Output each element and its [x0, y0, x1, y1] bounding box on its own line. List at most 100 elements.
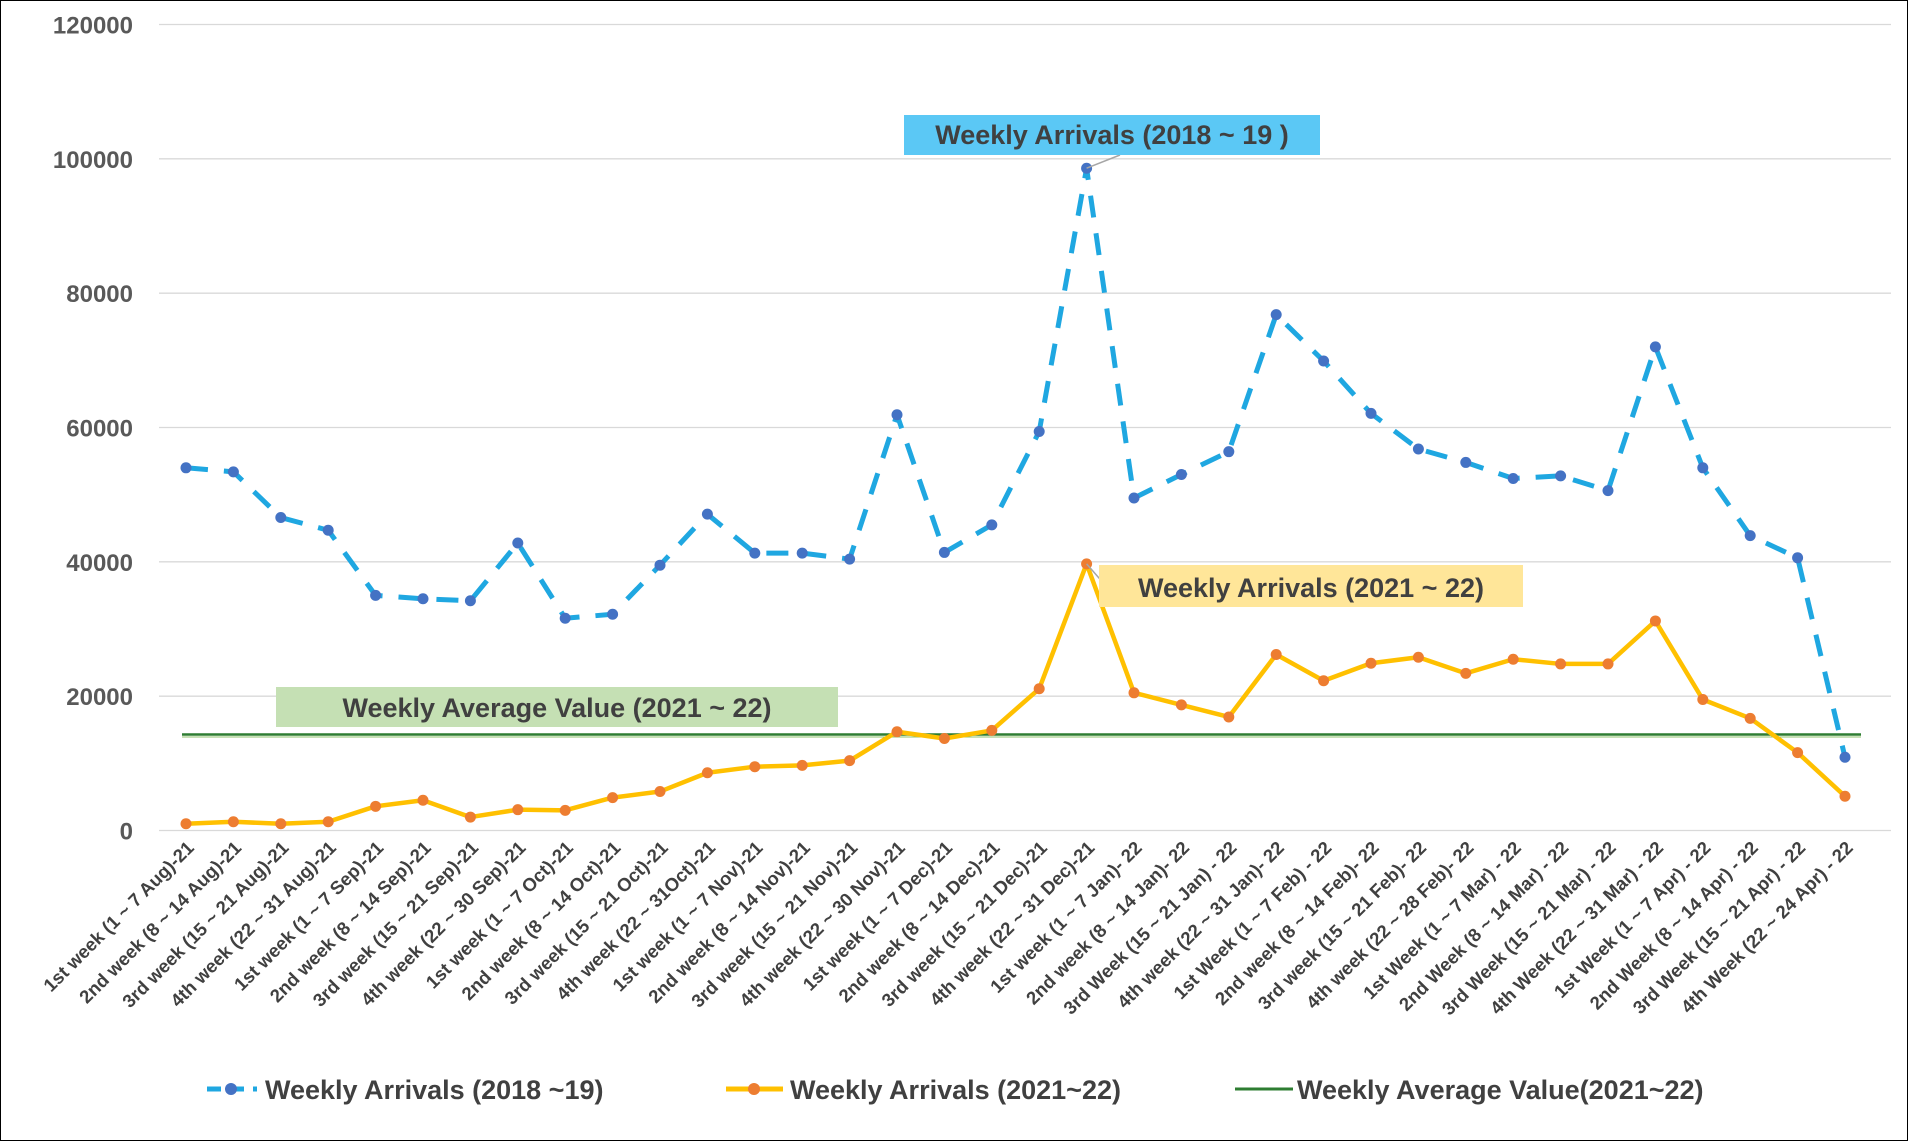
data-point-2021-22: [1128, 687, 1140, 699]
data-point-2018-19: [417, 593, 429, 605]
data-point-2018-19: [749, 547, 761, 559]
series-line-2021-22: [185, 561, 1847, 827]
data-point-2018-19: [1175, 469, 1187, 481]
data-point-2021-22: [417, 794, 429, 806]
data-point-2021-22: [322, 816, 334, 828]
callout-arrivals-2018-19: Weekly Arrivals (2018 ~ 19 ): [904, 115, 1320, 169]
data-point-2018-19: [370, 589, 382, 601]
legend: Weekly Arrivals (2018 ~19) Weekly Arriva…: [207, 1075, 1704, 1105]
data-point-2021-22: [938, 732, 950, 744]
legend-item-2021-22: Weekly Arrivals (2021~22): [726, 1075, 1121, 1105]
data-point-2021-22: [1460, 667, 1472, 679]
gridlines: [159, 23, 1891, 697]
data-point-2018-19: [1412, 443, 1424, 455]
data-point-2018-19: [1555, 470, 1567, 482]
data-point-2021-22: [275, 818, 287, 830]
data-point-2018-19: [1365, 407, 1377, 419]
data-point-2021-22: [607, 792, 619, 804]
data-point-2018-19: [1744, 530, 1756, 542]
data-point-2021-22: [1223, 711, 1235, 723]
callout-text-2018-19: Weekly Arrivals (2018 ~ 19 ): [935, 120, 1288, 150]
data-point-2018-19: [654, 559, 666, 571]
data-point-2018-19: [938, 546, 950, 558]
legend-marker-2018-19: [225, 1083, 237, 1095]
data-point-2018-19: [1792, 552, 1804, 564]
data-point-2021-22: [464, 811, 476, 823]
data-point-2018-19: [844, 553, 856, 565]
legend-label-2021-22: Weekly Arrivals (2021~22): [790, 1075, 1121, 1105]
data-point-2018-19: [227, 466, 239, 478]
data-point-2021-22: [749, 761, 761, 773]
legend-label-average: Weekly Average Value(2021~22): [1297, 1075, 1704, 1105]
legend-item-average: Weekly Average Value(2021~22): [1235, 1075, 1704, 1105]
data-point-2018-19: [1128, 492, 1140, 504]
data-point-2018-19: [607, 608, 619, 620]
data-point-2021-22: [1744, 712, 1756, 724]
data-point-2018-19: [701, 508, 713, 520]
callout-text-average: Weekly Average Value (2021 ~ 22): [342, 693, 771, 723]
callout-leader-2018-19: [1086, 154, 1121, 169]
data-point-2018-19: [1318, 355, 1330, 367]
legend-item-2018-19: Weekly Arrivals (2018 ~19): [207, 1075, 603, 1105]
data-point-2021-22: [227, 816, 239, 828]
callout-text-2021-22: Weekly Arrivals (2021 ~ 22): [1138, 573, 1484, 603]
data-point-2021-22: [512, 804, 524, 816]
data-point-2018-19: [322, 524, 334, 536]
data-point-2021-22: [1697, 694, 1709, 706]
data-point-2018-19: [1649, 341, 1661, 353]
callout-bg-average: [276, 687, 838, 727]
data-point-2018-19: [796, 547, 808, 559]
data-point-2018-19: [1223, 446, 1235, 458]
data-point-2018-19: [1033, 426, 1045, 438]
data-point-2021-22: [701, 767, 713, 779]
data-point-2021-22: [1602, 658, 1614, 670]
data-point-2018-19: [512, 537, 524, 549]
callout-arrivals-2021-22: Weekly Arrivals (2021 ~ 22): [1086, 563, 1523, 607]
data-point-2021-22: [1507, 653, 1519, 665]
series-layer: [180, 162, 1861, 830]
y-tick-label: 20000: [66, 684, 133, 711]
data-point-2018-19: [1507, 473, 1519, 485]
data-point-2021-22: [1839, 790, 1851, 802]
data-point-2021-22: [1270, 649, 1282, 661]
y-tick-label: 60000: [66, 416, 133, 443]
data-point-2018-19: [1460, 456, 1472, 468]
legend-label-2018-19: Weekly Arrivals (2018 ~19): [265, 1075, 603, 1105]
data-point-2021-22: [654, 786, 666, 798]
data-point-2021-22: [1365, 657, 1377, 669]
data-point-2021-22: [180, 818, 192, 830]
legend-marker-2021-22: [748, 1083, 760, 1095]
data-point-2021-22: [891, 726, 903, 738]
data-point-2021-22: [370, 800, 382, 812]
data-point-2018-19: [1697, 462, 1709, 474]
data-point-2021-22: [1318, 675, 1330, 687]
data-point-2018-19: [1602, 485, 1614, 497]
data-point-2021-22: [1412, 651, 1424, 663]
y-tick-label: 0: [120, 819, 133, 846]
y-tick-label: 100000: [53, 147, 133, 174]
y-tick-label: 80000: [66, 281, 133, 308]
data-point-2021-22: [1649, 615, 1661, 627]
data-point-2018-19: [1839, 751, 1851, 763]
data-point-2021-22: [559, 804, 571, 816]
data-point-2021-22: [1792, 747, 1804, 759]
data-point-2018-19: [559, 612, 571, 624]
data-point-2021-22: [844, 755, 856, 767]
data-point-2018-19: [891, 409, 903, 421]
data-point-2021-22: [796, 759, 808, 771]
callout-bg-2018-19: [904, 115, 1320, 155]
data-point-2021-22: [1175, 699, 1187, 711]
data-point-2018-19: [180, 462, 192, 474]
series-line-2018-19: [185, 165, 1848, 758]
data-point-2018-19: [986, 519, 998, 531]
callout-average-2021-22: Weekly Average Value (2021 ~ 22): [276, 687, 838, 727]
data-point-2018-19: [464, 595, 476, 607]
callout-bg-2021-22: [1099, 565, 1523, 607]
data-point-2021-22: [986, 724, 998, 736]
data-point-2018-19: [275, 512, 287, 524]
y-tick-label: 40000: [66, 550, 133, 577]
y-axis: 0 20000 40000 60000 80000 100000 120000: [53, 13, 1891, 846]
